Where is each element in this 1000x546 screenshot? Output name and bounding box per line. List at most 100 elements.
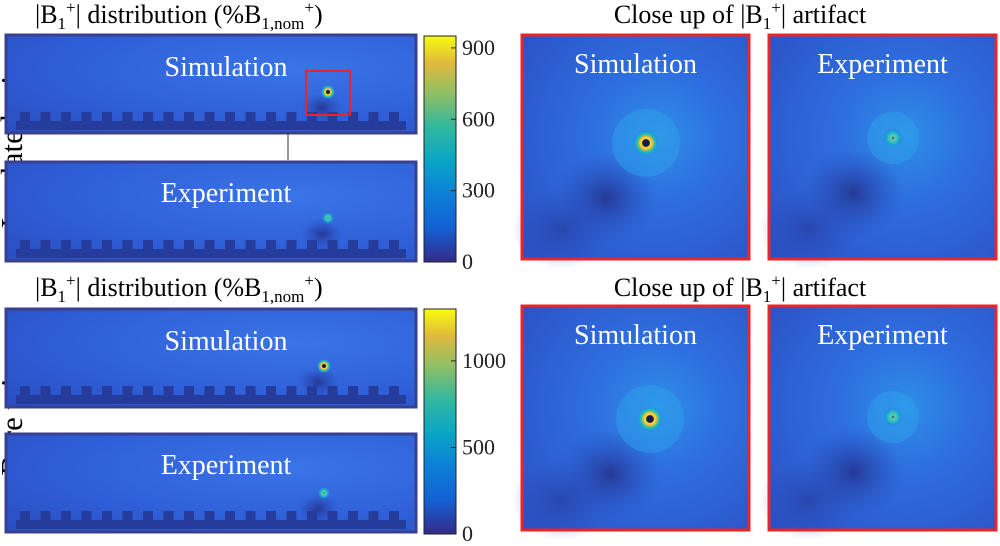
map-coil-tooth (348, 386, 358, 395)
closeup-label: Simulation (574, 49, 697, 80)
map-label: Experiment (161, 450, 292, 481)
closeup-shadow-lobe (759, 189, 859, 269)
map-coil-tooth (81, 112, 92, 121)
map-coil-tooth (266, 240, 276, 249)
map-coil-tooth (368, 112, 379, 121)
map-coil-tooth (266, 112, 276, 121)
map-coil-tooth (327, 511, 338, 520)
map-label: Simulation (165, 326, 288, 357)
closeup-experiment: Experiment (759, 304, 998, 540)
map-coil-tooth (163, 511, 174, 520)
map-coil-tooth (143, 240, 153, 249)
map-hotspot (322, 212, 334, 224)
map-label: Experiment (161, 178, 292, 209)
field-maps: Simulation Experiment Simulation Experiment (4, 33, 418, 534)
closeup-hotspot (637, 406, 663, 432)
map-coil-tooth (204, 386, 215, 395)
map-coil-tooth (225, 112, 235, 121)
map-coil-tooth (81, 386, 92, 395)
map-coil-tooth (184, 511, 194, 520)
colorbar-gradient (423, 308, 457, 535)
map-coil-tooth (61, 511, 71, 520)
map-coil-tooth (40, 511, 51, 520)
field-map-simulation: Simulation (4, 307, 418, 409)
map-coil-tooth (245, 112, 256, 121)
closeup-label: Experiment (817, 320, 948, 351)
closeup-hotspot (633, 130, 659, 156)
closeup-simulation: Simulation (512, 33, 751, 269)
map-coil-tooth (122, 112, 133, 121)
map-coil-tooth (81, 240, 92, 249)
map-coil-strip (16, 249, 406, 258)
map-coil-tooth (245, 511, 256, 520)
map-hotspot (317, 359, 331, 373)
colorbar-tick-label: 300 (462, 178, 495, 203)
map-coil-tooth (368, 511, 379, 520)
colorbar-tick-label: 0 (462, 249, 473, 274)
closeup-border (767, 33, 998, 261)
map-coil-strip (16, 121, 406, 130)
map-coil-tooth (40, 112, 51, 121)
map-coil-tooth (389, 511, 399, 520)
map-coil-tooth (368, 386, 379, 395)
map-coil-tooth (286, 240, 297, 249)
map-coil-tooth (102, 240, 112, 249)
map-coil-tooth (163, 240, 174, 249)
map-coil-tooth (348, 511, 358, 520)
map-coil-tooth (307, 112, 317, 121)
closeup-shadow-lobe (759, 460, 859, 540)
map-coil-tooth (225, 511, 235, 520)
map-coil-tooth (225, 386, 235, 395)
map-coil-tooth (286, 386, 297, 395)
map-coil-tooth (307, 240, 317, 249)
colorbar-tick-label: 0 (462, 521, 473, 546)
map-coil-tooth (348, 240, 358, 249)
map-coil-tooth (184, 240, 194, 249)
map-coil-tooth (40, 386, 51, 395)
map-coil-tooth (122, 240, 133, 249)
map-coil-tooth (389, 386, 399, 395)
colorbar-0: 0 300 600 900 (423, 35, 495, 274)
map-coil-tooth (143, 386, 153, 395)
map-hotspot (318, 487, 330, 499)
map-title-top: |B1+| distribution (%B1,nom+) (35, 0, 323, 33)
map-coil-tooth (20, 112, 30, 121)
map-coil-tooth (122, 386, 133, 395)
map-coil-strip (16, 395, 406, 404)
map-coil-tooth (163, 112, 174, 121)
map-coil-tooth (143, 511, 153, 520)
colorbar-1: 0 500 1000 (423, 308, 506, 546)
map-coil-tooth (143, 112, 153, 121)
map-coil-tooth (61, 112, 71, 121)
map-coil-tooth (389, 240, 399, 249)
closeup-simulation: Simulation (512, 304, 751, 540)
closeup-label: Experiment (817, 49, 948, 80)
closeup-border (520, 33, 751, 261)
closeup-hotspot (883, 128, 903, 148)
map-coil-tooth (204, 112, 215, 121)
map-coil-tooth (389, 112, 399, 121)
closeup-border (520, 304, 751, 532)
map-coil-tooth (348, 112, 358, 121)
closeup-shadow-lobe (512, 189, 612, 269)
map-coil-tooth (102, 112, 112, 121)
field-map-experiment: Experiment (4, 160, 418, 263)
zoom-selection-box (305, 70, 351, 116)
map-coil-tooth (184, 112, 194, 121)
map-coil-tooth (163, 386, 174, 395)
map-coil-tooth (245, 240, 256, 249)
map-title-bottom: |B1+| distribution (%B1,nom+) (35, 271, 323, 306)
map-coil-tooth (20, 386, 30, 395)
map-coil-tooth (102, 511, 112, 520)
colorbar-tick-label: 600 (462, 106, 495, 131)
closeup-panels: Simulation Experiment Simulation Experiment (512, 33, 998, 540)
field-map-experiment: Experiment (4, 432, 418, 534)
map-coil-tooth (245, 386, 256, 395)
map-coil-tooth (81, 511, 92, 520)
field-map-simulation: Simulation (4, 33, 418, 135)
map-coil-tooth (102, 386, 112, 395)
closeup-title-top: Close up of |B1+| artifact (614, 0, 867, 33)
map-coil-tooth (307, 386, 317, 395)
colorbars: 0 300 600 900 0 500 1000 (423, 35, 506, 546)
